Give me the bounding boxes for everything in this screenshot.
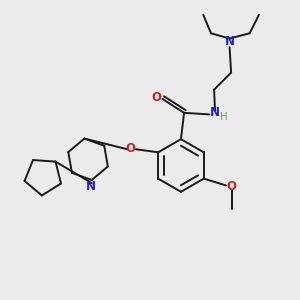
Text: N: N (210, 106, 220, 119)
Text: O: O (152, 91, 162, 104)
Text: N: N (225, 35, 235, 48)
Text: N: N (86, 180, 96, 193)
Text: O: O (125, 142, 135, 155)
Text: H: H (220, 112, 228, 122)
Text: O: O (226, 180, 237, 193)
